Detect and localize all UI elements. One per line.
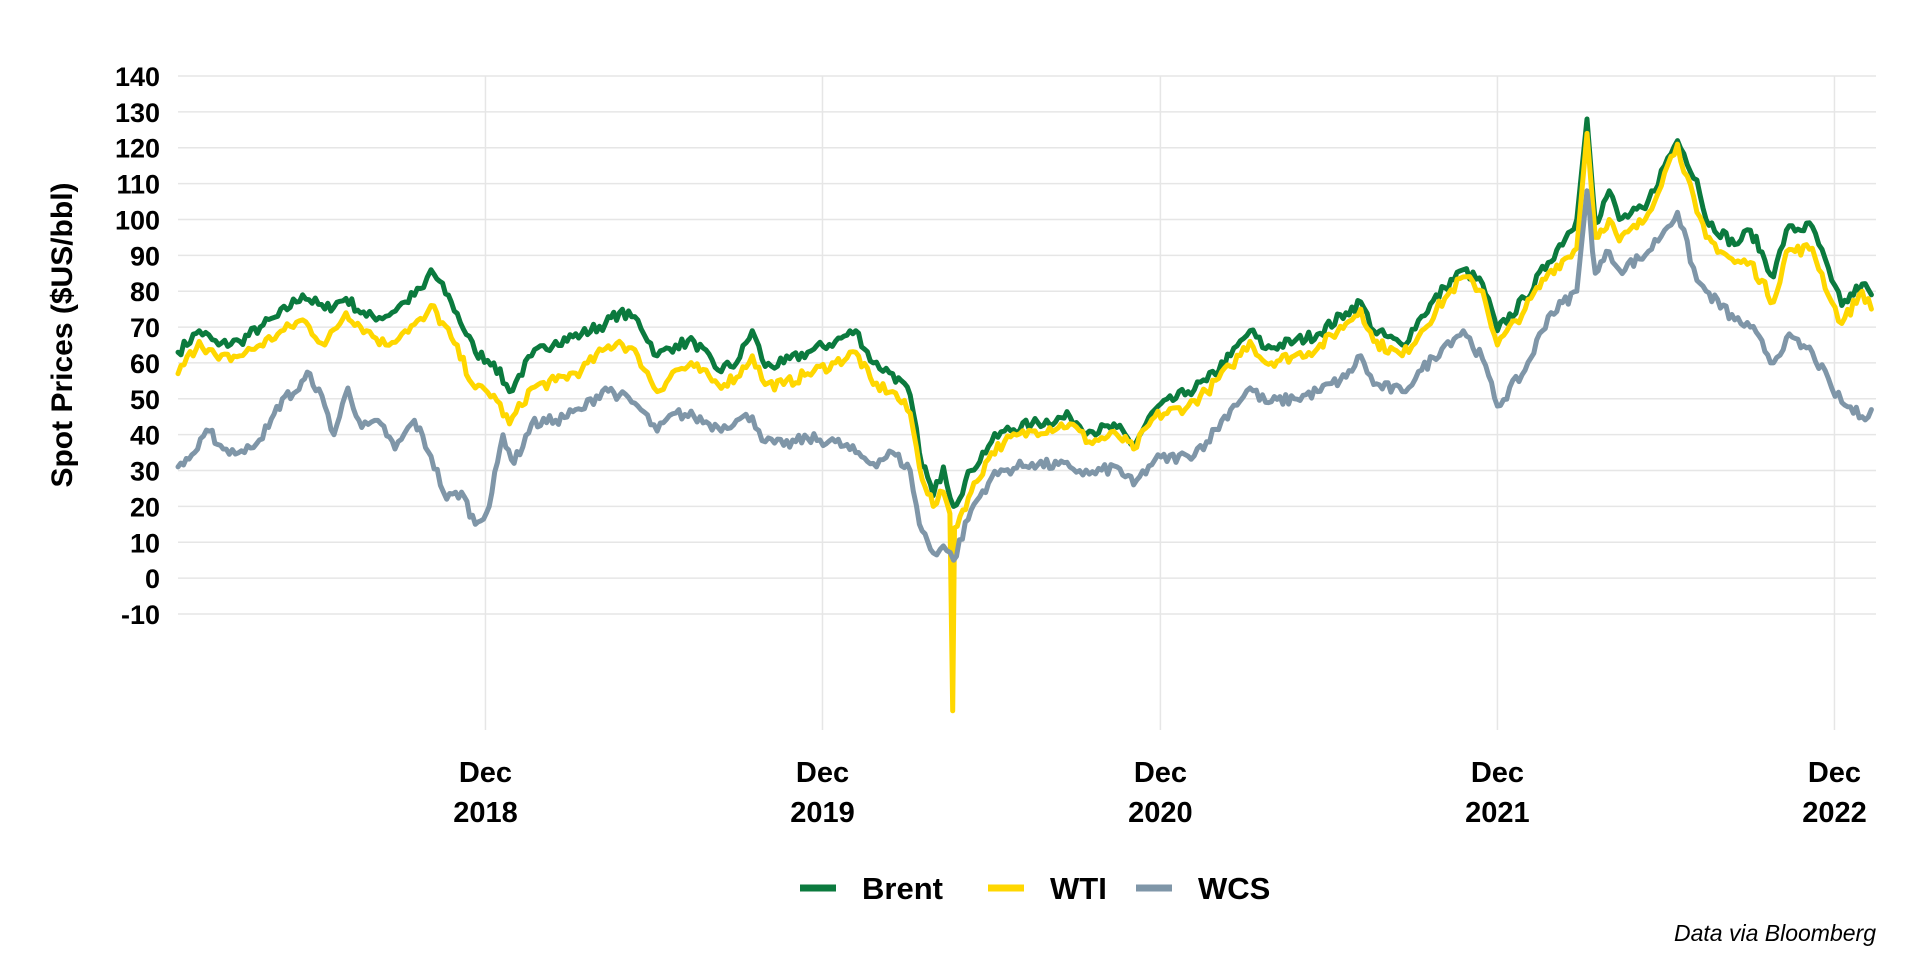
x-tick-label-month: Dec — [1471, 757, 1524, 789]
y-tick-label: 90 — [130, 241, 160, 271]
series-lines — [175, 116, 1874, 714]
legend-label-wcs: WCS — [1198, 871, 1270, 906]
gridlines — [178, 75, 1876, 730]
x-tick-label-month: Dec — [1808, 757, 1861, 789]
y-tick-label: 10 — [130, 528, 160, 558]
x-tick-label-month: Dec — [459, 757, 512, 789]
legend-label-wti: WTI — [1050, 871, 1107, 906]
series-line-wti — [175, 130, 1874, 714]
x-tick-label-month: Dec — [1134, 757, 1187, 789]
x-tick-label-year: 2020 — [1128, 797, 1193, 829]
y-tick-label: 40 — [130, 421, 160, 451]
series-line-brent — [175, 116, 1874, 509]
x-tick-label-year: 2022 — [1802, 797, 1867, 829]
y-tick-label: 110 — [116, 170, 160, 200]
x-tick-label-year: 2021 — [1465, 797, 1530, 829]
x-tick-label-year: 2018 — [453, 797, 518, 829]
y-tick-label: 100 — [115, 205, 160, 235]
caption: Data via Bloomberg — [1674, 920, 1876, 946]
x-tick-label-month: Dec — [796, 757, 849, 789]
y-tick-label: 80 — [130, 277, 160, 307]
legend-label-brent: Brent — [862, 871, 943, 906]
y-tick-label: 50 — [130, 385, 160, 415]
y-tick-label: 120 — [115, 134, 160, 164]
x-axis-ticks: Dec 2018 Dec 2019 Dec 2020 Dec 2021 Dec 2022 — [453, 757, 1866, 829]
y-tick-label: 30 — [130, 457, 160, 487]
series-line-wcs — [175, 188, 1874, 563]
y-tick-label: 140 — [115, 62, 160, 92]
y-axis-label: Spot Prices ($US/bbl) — [46, 182, 79, 487]
y-tick-label: 130 — [115, 98, 160, 128]
y-tick-label: 0 — [145, 564, 160, 594]
legend: Brent WTI WCS — [800, 871, 1270, 906]
y-tick-label: 20 — [130, 492, 160, 522]
y-tick-label: 70 — [130, 313, 160, 343]
x-tick-label-year: 2019 — [790, 797, 855, 829]
y-tick-label: -10 — [121, 600, 160, 630]
y-tick-label: 60 — [130, 349, 160, 379]
